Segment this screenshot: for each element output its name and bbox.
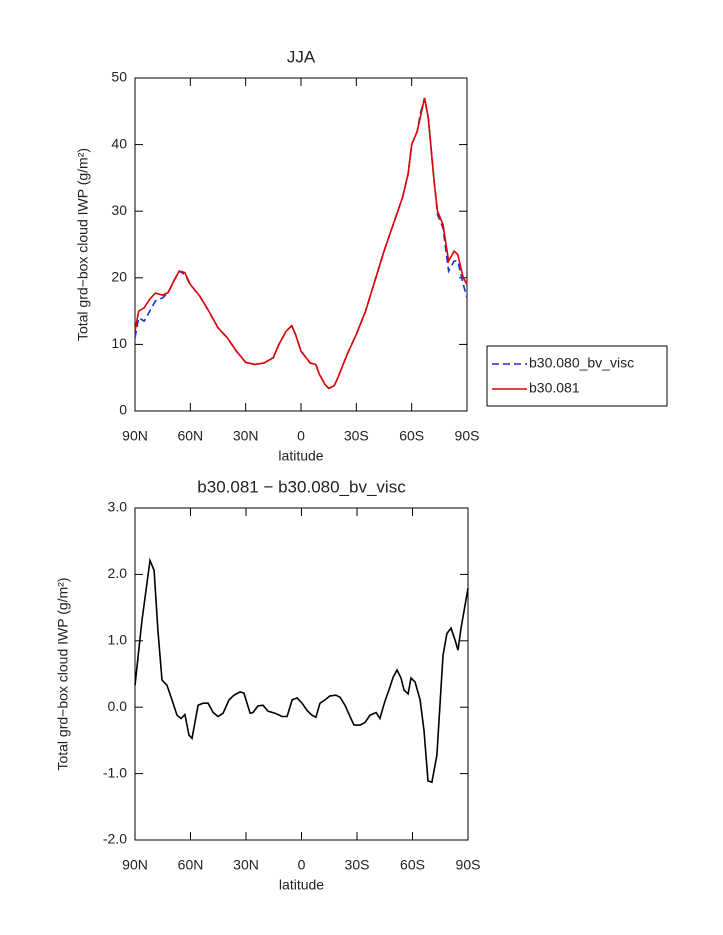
x-tick-label: 30S	[344, 428, 369, 444]
plot-frame	[134, 507, 469, 841]
x-axis-label: latitude	[279, 877, 324, 893]
data-line	[134, 97, 468, 390]
y-tick-label: 20	[111, 269, 127, 285]
x-tick-label: 30N	[233, 857, 259, 873]
y-axis-label: Total grd−box cloud IWP (g/m²)	[75, 148, 91, 341]
legend-label: b30.081	[529, 380, 580, 396]
legend-box	[486, 345, 668, 407]
y-tick-label: 0	[119, 402, 127, 418]
x-tick-label: 60N	[177, 428, 203, 444]
x-axis-label: latitude	[278, 448, 323, 464]
y-tick-label: 30	[111, 202, 127, 218]
y-tick-label: 2.0	[108, 565, 128, 581]
x-tick-label: 90S	[455, 428, 480, 444]
y-tick-label: -1.0	[103, 764, 127, 780]
chart-title: b30.081 − b30.080_bv_visc	[197, 477, 406, 496]
x-tick-label: 90N	[122, 857, 148, 873]
x-tick-label: 0	[298, 857, 306, 873]
x-tick-label: 90S	[456, 857, 481, 873]
y-tick-label: -2.0	[103, 831, 127, 847]
x-tick-label: 0	[297, 428, 305, 444]
legend-label: b30.080_bv_visc	[529, 355, 634, 371]
x-tick-label: 60N	[178, 857, 204, 873]
x-tick-label: 60S	[399, 428, 424, 444]
x-tick-label: 60S	[400, 857, 425, 873]
chart-title: JJA	[287, 47, 316, 66]
y-tick-label: 0.0	[108, 698, 128, 714]
y-axis-label: Total grd−box cloud IWP (g/m²)	[55, 577, 71, 770]
x-tick-label: 90N	[122, 428, 148, 444]
data-line	[134, 97, 468, 390]
y-tick-label: 50	[111, 69, 127, 85]
y-tick-label: 10	[111, 335, 127, 351]
y-tick-label: 1.0	[108, 632, 128, 648]
y-tick-label: 40	[111, 135, 127, 151]
data-line	[134, 557, 469, 784]
y-tick-label: 3.0	[108, 499, 128, 515]
x-tick-label: 30S	[345, 857, 370, 873]
x-tick-label: 30N	[233, 428, 259, 444]
